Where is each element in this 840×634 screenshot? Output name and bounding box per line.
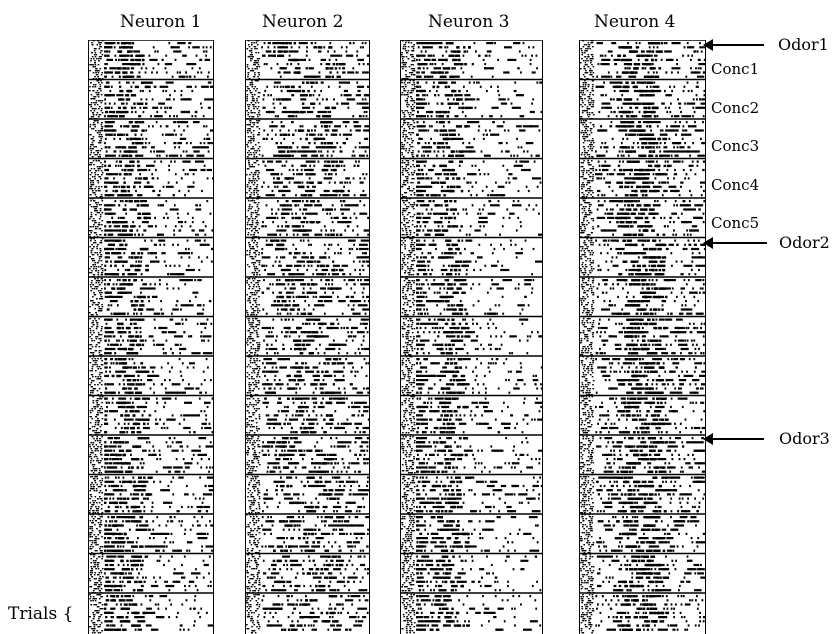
neuron-4-raster <box>579 40 706 634</box>
conc-4-label: Conc4 <box>711 176 760 194</box>
conc-1-label: Conc1 <box>711 60 760 78</box>
neuron-2-title: Neuron 2 <box>262 12 344 32</box>
neuron-3-raster <box>400 40 543 634</box>
neuron-4-title: Neuron 4 <box>594 12 676 32</box>
conc-3-label: Conc3 <box>711 137 760 155</box>
odor-3-arrow <box>703 433 764 445</box>
odor-2-label: Odor2 <box>779 233 830 252</box>
neuron-3-title: Neuron 3 <box>428 12 510 32</box>
conc-5-label: Conc5 <box>711 214 760 232</box>
conc-2-label: Conc2 <box>711 99 760 117</box>
odor-2-arrow <box>703 237 767 249</box>
trials-label: Trials { <box>8 604 74 624</box>
neuron-1-title: Neuron 1 <box>120 12 202 32</box>
odor-1-label: Odor1 <box>778 35 829 54</box>
odor-3-label: Odor3 <box>779 429 830 448</box>
neuron-1-raster <box>88 40 214 634</box>
neuron-2-raster <box>245 40 370 634</box>
odor-1-arrow <box>703 39 764 51</box>
